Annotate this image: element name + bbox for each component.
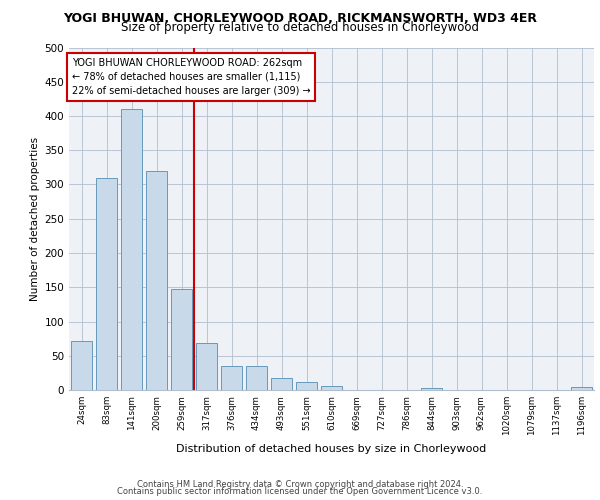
X-axis label: Distribution of detached houses by size in Chorleywood: Distribution of detached houses by size …	[176, 444, 487, 454]
Text: Contains public sector information licensed under the Open Government Licence v3: Contains public sector information licen…	[118, 487, 482, 496]
Text: YOGI BHUWAN CHORLEYWOOD ROAD: 262sqm
← 78% of detached houses are smaller (1,115: YOGI BHUWAN CHORLEYWOOD ROAD: 262sqm ← 7…	[71, 58, 310, 96]
Text: YOGI BHUWAN, CHORLEYWOOD ROAD, RICKMANSWORTH, WD3 4ER: YOGI BHUWAN, CHORLEYWOOD ROAD, RICKMANSW…	[63, 12, 537, 24]
Bar	[421, 388, 442, 390]
Bar	[221, 366, 242, 390]
Bar	[246, 366, 267, 390]
Bar	[121, 109, 142, 390]
Bar	[321, 386, 342, 390]
Y-axis label: Number of detached properties: Number of detached properties	[30, 136, 40, 301]
Bar	[171, 288, 192, 390]
Bar	[96, 178, 117, 390]
Text: Contains HM Land Registry data © Crown copyright and database right 2024.: Contains HM Land Registry data © Crown c…	[137, 480, 463, 489]
Bar	[196, 344, 217, 390]
Bar	[271, 378, 292, 390]
Text: Size of property relative to detached houses in Chorleywood: Size of property relative to detached ho…	[121, 22, 479, 35]
Bar	[296, 382, 317, 390]
Bar	[571, 388, 592, 390]
Bar	[71, 340, 92, 390]
Bar	[146, 171, 167, 390]
